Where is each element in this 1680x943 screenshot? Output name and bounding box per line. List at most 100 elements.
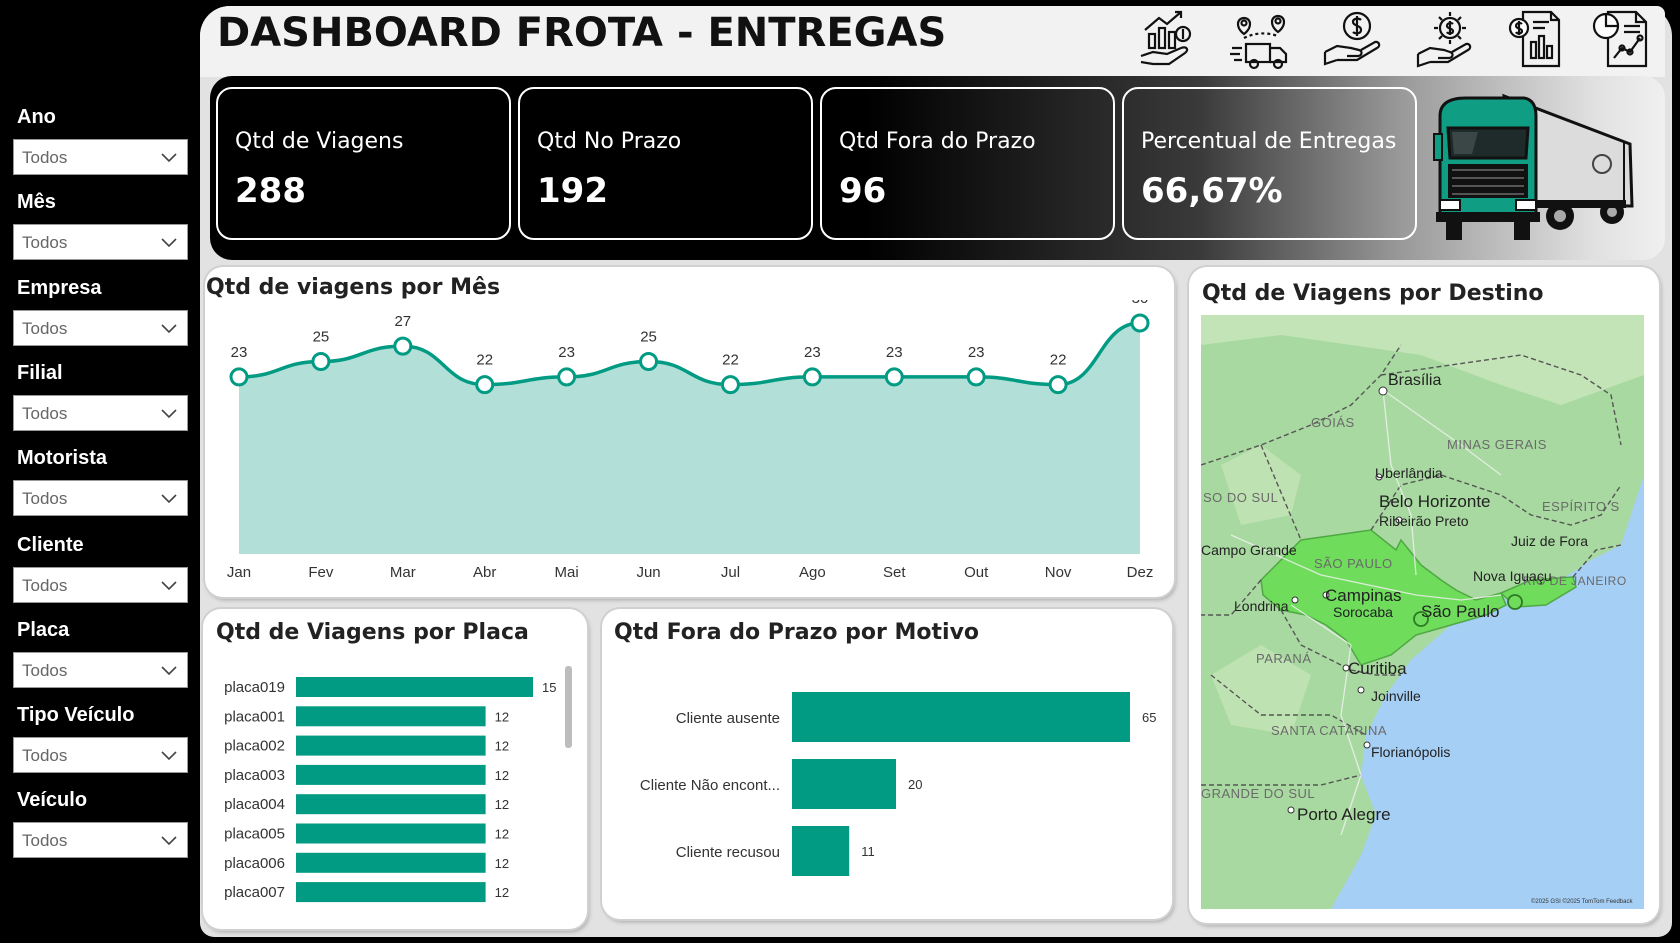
x-tick-label: Mar	[390, 564, 416, 581]
kpi-card-fora-prazo: Qtd Fora do Prazo 96	[820, 87, 1115, 240]
destination-marker-rio[interactable]	[1507, 594, 1523, 610]
category-label: Cliente Não encont...	[640, 777, 780, 794]
filter-label: Filial	[17, 362, 63, 384]
filter-dropdown-6[interactable]: Todos	[13, 652, 188, 688]
region-label: SO DO SUL	[1203, 490, 1278, 505]
bar[interactable]	[296, 764, 486, 785]
data-label: 22	[1050, 352, 1067, 369]
data-point[interactable]	[229, 367, 249, 387]
data-label: 22	[476, 352, 493, 369]
x-tick-label: Mai	[555, 564, 579, 581]
category-label: placa001	[224, 708, 285, 725]
gear-dollar-hand-icon[interactable]	[1414, 8, 1476, 70]
x-tick-label: Ago	[799, 564, 826, 581]
x-tick-label: Nov	[1045, 564, 1072, 581]
data-point[interactable]	[720, 375, 740, 395]
city-label: Porto Alegre	[1297, 805, 1391, 824]
map-land-light	[1211, 645, 1311, 735]
city-label: Florianópolis	[1371, 744, 1450, 760]
data-point[interactable]	[802, 367, 822, 387]
x-tick-label: Jun	[636, 564, 660, 581]
city-label: Ribeirão Preto	[1379, 513, 1469, 529]
filter-value: Todos	[22, 233, 68, 252]
data-label: 23	[231, 344, 248, 361]
category-label: Cliente recusou	[676, 844, 780, 861]
filter-dropdown-1[interactable]: Todos	[13, 224, 188, 260]
chevron-down-icon	[161, 751, 177, 761]
filter-value: Todos	[22, 404, 68, 423]
bar[interactable]	[792, 826, 850, 876]
filter-label: Ano	[17, 106, 56, 128]
category-label: placa019	[224, 679, 285, 696]
bar[interactable]	[296, 677, 533, 697]
chevron-down-icon	[161, 153, 177, 163]
data-point[interactable]	[1048, 375, 1068, 395]
region-label: GOIÁS	[1311, 415, 1355, 430]
delivery-route-truck-icon[interactable]	[1228, 8, 1290, 70]
data-label: 23	[558, 344, 575, 361]
filter-dropdown-3[interactable]: Todos	[13, 395, 188, 431]
analytics-document-icon[interactable]	[1590, 8, 1652, 70]
x-tick-label: Jul	[721, 564, 740, 581]
monthly-trips-chart: 23 Jan 25 Fev 27 Mar 22 Abr 23 Mai 25 Jun 22 Jul 23 Ago…	[227, 300, 1153, 581]
city-label: Curitiba	[1348, 659, 1407, 678]
region-labels: GOIÁS MINAS GERAIS SO DO SUL ESPÍRITO S …	[1201, 415, 1626, 801]
bar[interactable]	[296, 794, 486, 815]
filter-dropdown-2[interactable]: Todos	[13, 310, 188, 346]
plate-chart-scrollbar[interactable]	[565, 666, 572, 748]
late-by-reason-title: Qtd Fora do Prazo por Motivo	[614, 620, 980, 645]
kpi-value: 96	[839, 171, 887, 211]
chevron-down-icon	[161, 836, 177, 846]
filter-value: Todos	[22, 319, 68, 338]
data-point[interactable]	[311, 352, 331, 372]
data-point[interactable]	[475, 375, 495, 395]
bar-value-label: 12	[495, 768, 509, 783]
filter-dropdown-4[interactable]: Todos	[13, 480, 188, 516]
chevron-down-icon	[161, 324, 177, 334]
bar[interactable]	[296, 823, 486, 844]
data-point[interactable]	[966, 367, 986, 387]
financial-report-icon[interactable]	[1505, 8, 1567, 70]
money-hand-icon[interactable]	[1321, 8, 1383, 70]
x-tick-label: Set	[883, 564, 906, 581]
bar[interactable]	[296, 852, 486, 873]
destination-marker-sao-paulo[interactable]	[1413, 611, 1429, 627]
category-label: Cliente ausente	[676, 710, 780, 727]
data-label: 27	[394, 313, 411, 330]
bar-value-label: 12	[495, 856, 509, 871]
x-tick-label: Jan	[227, 564, 251, 581]
sao-paulo-region[interactable]	[1260, 529, 1507, 666]
filter-dropdown-8[interactable]: Todos	[13, 822, 188, 858]
destination-map[interactable]: GOIÁS MINAS GERAIS SO DO SUL ESPÍRITO S …	[1201, 315, 1644, 909]
data-point[interactable]	[1130, 313, 1150, 333]
bar[interactable]	[296, 882, 486, 903]
filter-dropdown-5[interactable]: Todos	[13, 567, 188, 603]
data-point[interactable]	[884, 367, 904, 387]
trips-by-plate-chart: placa019 15 placa001 12 placa002 12 placa003 12…	[224, 677, 556, 903]
bar[interactable]	[792, 692, 1130, 742]
data-point[interactable]	[393, 336, 413, 356]
monthly-trips-title: Qtd de viagens por Mês	[206, 275, 501, 300]
kpi-label: Qtd de Viagens	[235, 129, 404, 154]
city-label: São Paulo	[1421, 602, 1499, 621]
growth-chart-hand-icon[interactable]	[1135, 8, 1197, 70]
filter-label: Empresa	[17, 277, 102, 299]
bar[interactable]	[792, 759, 896, 809]
city-label: Belo Horizonte	[1379, 492, 1491, 511]
chevron-down-icon	[161, 494, 177, 504]
filter-dropdown-7[interactable]: Todos	[13, 737, 188, 773]
city-label: Nova Iguaçu	[1473, 568, 1552, 584]
region-label: MINAS GERAIS	[1447, 437, 1547, 452]
x-tick-label: Abr	[473, 564, 496, 581]
data-label: 23	[968, 344, 985, 361]
filter-dropdown-0[interactable]: Todos	[13, 139, 188, 175]
data-point[interactable]	[557, 367, 577, 387]
category-label: placa005	[224, 826, 285, 843]
data-point[interactable]	[639, 352, 659, 372]
bar[interactable]	[296, 735, 486, 756]
category-label: placa006	[224, 855, 285, 872]
bar[interactable]	[296, 706, 486, 727]
late-by-reason-chart: Cliente ausente 65 Cliente Não encont... 20…	[640, 692, 1156, 876]
kpi-card-viagens: Qtd de Viagens 288	[216, 87, 511, 240]
filter-label: Placa	[17, 619, 70, 641]
